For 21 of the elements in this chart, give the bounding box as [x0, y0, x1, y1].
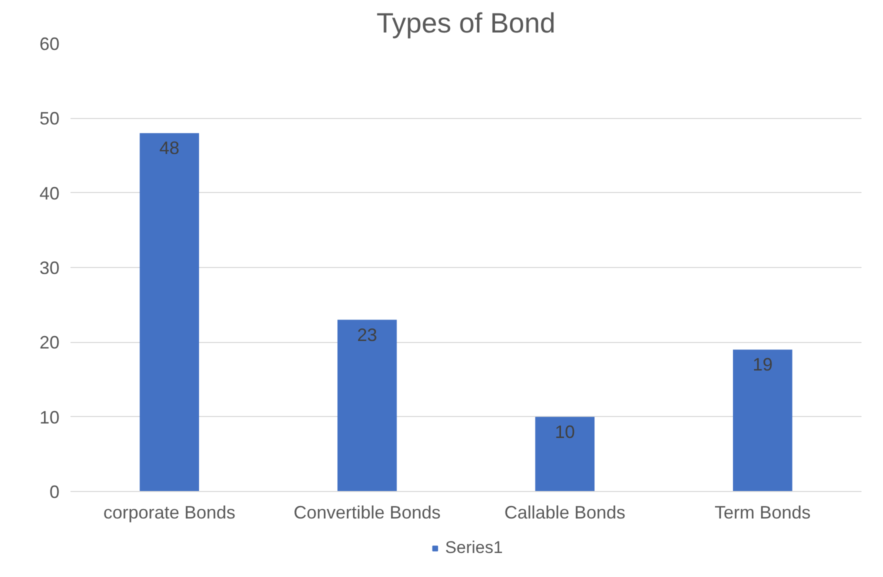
- data-label: 48: [159, 138, 180, 158]
- data-label: 10: [554, 422, 575, 442]
- y-tick-label: 40: [39, 183, 60, 204]
- y-tick-label: 30: [39, 258, 60, 278]
- x-tick-label: Convertible Bonds: [294, 502, 441, 522]
- y-tick-label: 60: [39, 34, 60, 54]
- y-tick-label: 10: [39, 407, 60, 428]
- y-tick-label: 50: [39, 108, 60, 129]
- x-tick-label: Callable Bonds: [504, 502, 626, 522]
- bar: [535, 416, 595, 492]
- bar: [337, 320, 397, 492]
- y-tick-label: 0: [49, 482, 60, 502]
- chart-title: Types of Bond: [376, 8, 556, 38]
- bar: [732, 350, 792, 492]
- x-tick-label: corporate Bonds: [103, 502, 236, 522]
- data-label: 19: [752, 354, 773, 375]
- data-label: 23: [357, 324, 378, 345]
- bar: [140, 133, 200, 492]
- legend-label: Series1: [445, 538, 503, 558]
- x-tick-label: Term Bonds: [714, 502, 811, 522]
- y-tick-label: 20: [39, 332, 60, 353]
